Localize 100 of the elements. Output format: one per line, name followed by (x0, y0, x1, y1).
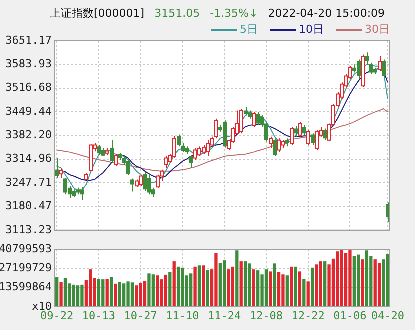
text: 3151.05 (154, 7, 200, 20)
bar (122, 284, 126, 306)
x-tick-label: 01-06 (334, 309, 367, 322)
bar (231, 266, 235, 306)
candlestick (312, 133, 316, 146)
bar (319, 262, 322, 306)
bar (76, 286, 80, 306)
bar (306, 282, 310, 306)
bar (156, 276, 160, 306)
candlestick (144, 172, 148, 192)
y-tick-label: 3314.96 (6, 152, 52, 166)
chart-title: 上证指数[000001] (50, 7, 145, 20)
bar (240, 262, 243, 306)
bar (198, 266, 202, 306)
bar (294, 266, 298, 306)
candlestick (190, 154, 194, 169)
candlestick (366, 52, 370, 66)
text: 2022-04-20 15:00:09 (268, 7, 386, 20)
bar (214, 252, 218, 306)
bar (236, 250, 239, 306)
bar (357, 254, 360, 306)
y-tick-label: 27199729 (0, 262, 52, 275)
y-tick-label: 3449.44 (6, 104, 52, 118)
bar (378, 263, 382, 306)
bar (202, 266, 206, 306)
bar (148, 274, 151, 306)
bar (56, 277, 59, 306)
bar (102, 280, 105, 306)
bar (181, 268, 184, 306)
bar (135, 286, 138, 306)
bar (352, 256, 356, 306)
bar (324, 262, 327, 306)
x-tick-label: 11-10 (166, 309, 200, 322)
y-tick-label: 13599864 (0, 280, 52, 294)
bar (110, 277, 114, 306)
bar (60, 282, 63, 306)
bar (336, 252, 340, 306)
bar (126, 282, 130, 306)
bar (139, 282, 142, 306)
bar (340, 250, 344, 306)
y-tick-label: 3180.47 (6, 200, 52, 213)
x-tick-label: 10-27 (124, 309, 158, 322)
y-tick-label: 3651.17 (6, 34, 52, 47)
bar (130, 282, 134, 306)
x-tick-label: 11-24 (208, 309, 242, 322)
candlestick (274, 138, 278, 158)
bar (269, 272, 272, 306)
candlestick (302, 125, 306, 136)
bar (227, 270, 230, 306)
candlestick (382, 59, 386, 78)
bar (118, 282, 122, 306)
legend-label: 30日 (365, 23, 390, 36)
bar (64, 278, 68, 306)
bar (264, 270, 268, 306)
y-tick-label: 3516.68 (6, 81, 52, 94)
bar (252, 270, 256, 306)
bar (248, 264, 252, 306)
bar (89, 270, 92, 306)
bar (374, 260, 377, 306)
legend-label: 5日 (240, 23, 258, 36)
bar (172, 262, 176, 306)
bar (190, 274, 193, 306)
candlestick (130, 178, 134, 192)
bar (302, 279, 306, 306)
bar (176, 266, 180, 306)
candlestick (256, 112, 260, 126)
legend-label: 10日 (299, 23, 324, 36)
bar (80, 284, 84, 306)
bar (114, 284, 118, 306)
bar (315, 264, 318, 306)
bar (282, 274, 285, 306)
bar (106, 279, 109, 306)
bar (361, 260, 364, 306)
bar (344, 252, 348, 306)
bar (386, 254, 390, 306)
text: -1.35%↓ (210, 7, 258, 20)
candlestick (98, 144, 102, 156)
y-tick-label: 3382.20 (6, 128, 52, 142)
bar (310, 268, 314, 306)
x-tick-label: 10-13 (82, 309, 116, 322)
candlestick (324, 128, 328, 141)
candlestick (370, 62, 374, 76)
candlestick (148, 172, 152, 196)
candlestick (56, 158, 60, 179)
x-tick-label: 12-22 (292, 309, 325, 322)
bar (152, 274, 155, 306)
y-tick-label: 3247.71 (6, 176, 52, 189)
y-tick-label: 40799593 (0, 242, 52, 256)
x-tick-label: 04-20 (371, 309, 404, 322)
y-tick-label: 3113.23 (6, 223, 52, 236)
bar (290, 266, 294, 306)
bar (72, 284, 76, 306)
bar (164, 274, 168, 306)
candlestick (80, 186, 84, 202)
bar (206, 270, 210, 306)
bar (168, 272, 172, 306)
candlestick (294, 126, 298, 138)
candlestick (110, 140, 114, 164)
bar (194, 266, 197, 306)
bar (256, 270, 260, 306)
